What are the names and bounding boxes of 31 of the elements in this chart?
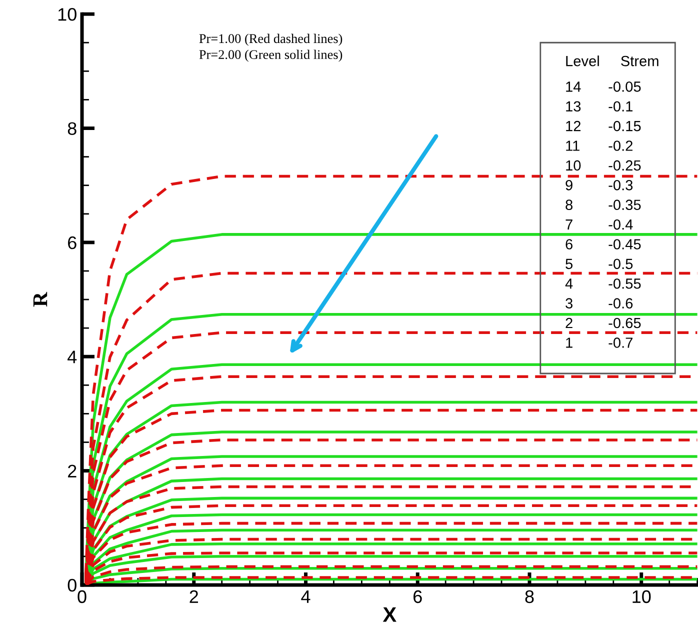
text: 9 -0.3 <box>566 180 633 190</box>
text: 5 -0.5 <box>566 258 633 270</box>
text: 1 -0.7 <box>566 338 632 348</box>
x-tick-label: 0 <box>78 590 86 604</box>
text: 4 -0.55 <box>565 278 641 289</box>
y-tick-label: 2 <box>68 464 76 478</box>
text: 14 -0.05 <box>566 82 641 92</box>
x-tick-label: 2 <box>190 590 198 603</box>
x-axis-title: X <box>382 607 396 622</box>
y-tick-label: 8 <box>68 122 76 135</box>
text: 10 -0.25 <box>566 160 641 171</box>
x-tick-label: 10 <box>632 590 651 604</box>
y-axis-title: R <box>33 292 48 307</box>
x-tick-label: 8 <box>525 590 534 604</box>
y-tick-label: 6 <box>68 236 76 250</box>
text: 2 -0.65 <box>566 318 641 328</box>
text: Level Strem <box>566 56 658 66</box>
y-tick-label: 4 <box>68 350 77 364</box>
text: 11 -0.2 <box>566 140 632 151</box>
text: 6 -0.45 <box>566 239 641 250</box>
annotation: Pr=1.00 (Red dashed lines) <box>199 34 342 46</box>
text: 3 -0.6 <box>566 298 633 308</box>
text: 13 -0.1 <box>566 101 633 112</box>
text: 12 -0.15 <box>566 120 641 132</box>
y-tick-label: 0 <box>68 578 76 592</box>
y-tick-label: 10 <box>58 8 76 21</box>
x-tick-label: 4 <box>301 590 310 603</box>
text: 8 -0.35 <box>566 200 641 210</box>
x-tick-label: 6 <box>414 590 422 604</box>
annotation: Pr=2.00 (Green solid lines) <box>199 50 342 62</box>
text: 7 -0.4 <box>566 219 633 230</box>
